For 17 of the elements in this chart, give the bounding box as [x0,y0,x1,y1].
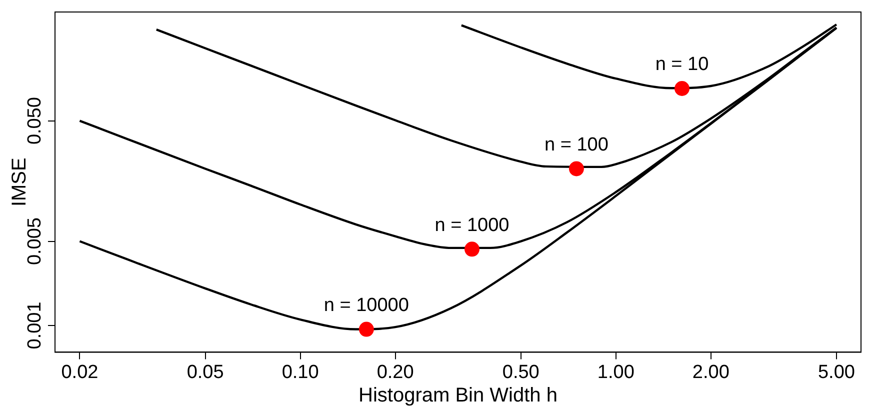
x-tick-label: 0.50 [502,362,540,383]
y-tick-label: 0.005 [24,217,46,266]
annotation: n = 10 [655,54,709,76]
y-tick-label: 0.001 [24,302,46,350]
x-tick-label: 2.00 [692,362,730,383]
x-tick-label: 0.10 [282,362,319,383]
x-tick-label: 0.05 [186,362,224,383]
y-axis-title: IMSE [8,158,31,207]
x-tick-label: 1.00 [597,362,634,383]
x-tick-label: 5.00 [818,362,855,383]
x-axis-title: Histogram Bin Width h [358,384,558,407]
annotation: n = 1000 [434,214,510,236]
annotation: n = 100 [544,134,608,156]
y-tick-label: 0.050 [24,97,46,145]
annotation: n = 10000 [324,295,409,316]
x-tick-label: 0.02 [61,362,98,383]
x-tick-label: 0.20 [376,362,414,383]
